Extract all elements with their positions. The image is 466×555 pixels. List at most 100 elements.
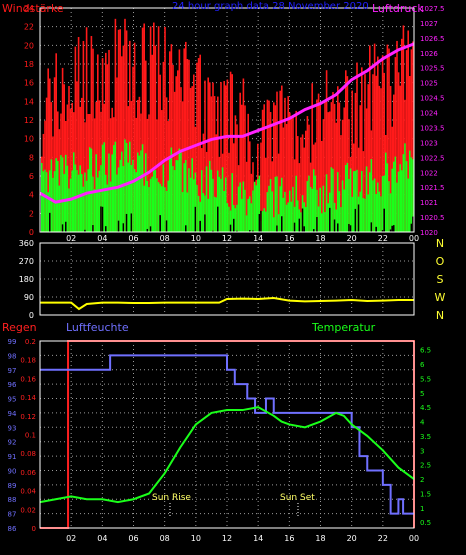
temp-tick-label: 4.5: [420, 404, 431, 412]
wind-min-bar: [49, 212, 51, 232]
wind-gust-bar: [125, 30, 128, 232]
wind-avg-bar: [194, 172, 197, 232]
wind-gust-bar: [47, 68, 49, 232]
wind-avg-bar: [249, 196, 251, 232]
wind-avg-bar: [407, 178, 409, 232]
wind-gust-bar: [58, 129, 61, 232]
wind-gust-bar: [82, 40, 85, 232]
wind-gust-bar: [298, 163, 301, 232]
wind-gust-bar: [380, 88, 382, 232]
wind-avg-bar: [281, 177, 283, 232]
wind-gust-bar: [97, 54, 99, 233]
wind-min-bar: [252, 230, 254, 232]
wind-avg-bar: [300, 212, 302, 232]
wind-gust-bar: [364, 74, 366, 232]
wind-avg-bar: [164, 187, 166, 232]
wind-avg-bar: [185, 160, 187, 232]
compass-label: N: [436, 309, 444, 322]
wind-gust-bar: [407, 30, 409, 233]
wind-avg-bar: [135, 172, 137, 232]
wind-avg-bar: [332, 168, 334, 232]
wind-gust-bar: [234, 115, 237, 232]
x-tick-label: 16: [284, 534, 294, 543]
temperature-line: [39, 406, 415, 504]
wind-min-bar: [333, 219, 336, 232]
wind-avg-bar: [252, 190, 254, 232]
wind-tick-label: 0: [29, 228, 34, 237]
humidity-tick-label: 93: [8, 424, 17, 432]
wind-min-bar: [391, 225, 393, 232]
wind-avg-bar: [239, 182, 241, 232]
wind-avg-bar: [377, 182, 379, 232]
wind-gust-bar: [282, 127, 285, 232]
wind-gust-bar: [322, 119, 325, 232]
wind-avg-bar: [173, 170, 176, 232]
wind-avg-bar: [127, 162, 129, 232]
wind-avg-bar: [271, 191, 273, 232]
wind-avg-bar: [321, 213, 323, 232]
wind-avg-bar: [343, 189, 345, 232]
wind-avg-bar: [365, 166, 368, 232]
wind-avg-bar: [103, 142, 105, 232]
temp-tick-label: 2: [420, 476, 424, 484]
wind-avg-bar: [63, 174, 65, 232]
wind-gust-bar: [55, 53, 57, 232]
wind-gust-bar: [90, 36, 93, 232]
wind-gust-bar: [297, 136, 299, 232]
wind-gust-bar: [311, 83, 313, 232]
pressure-tick-label: 1021: [420, 199, 438, 207]
wind-gust-bar: [293, 159, 296, 232]
wind-avg-bar: [61, 157, 64, 232]
wind-avg-bar: [313, 169, 315, 232]
x-tick-label: 08: [160, 234, 170, 243]
wind-gust-bar: [356, 62, 358, 232]
wind-avg-bar: [276, 176, 278, 232]
wind-gust-bar: [154, 45, 157, 233]
rain-y-axis: 0 0.02 0.04 0.06 0.08 0.1 0.12 0.14 0.16 0.18 0.2: [20, 338, 36, 533]
wind-gust-bar: [348, 119, 350, 232]
direction-tick-label: 90: [24, 293, 34, 302]
wind-gust-bar: [169, 51, 171, 233]
wind-avg-bar: [207, 198, 209, 232]
wind-min-bar: [313, 229, 315, 232]
wind-gust-bar: [289, 112, 291, 232]
wind-avg-bar: [149, 178, 152, 232]
wind-avg-bar: [193, 179, 195, 232]
wind-min-bar: [125, 213, 128, 232]
wind-gust-bar: [292, 116, 294, 232]
compass-label: S: [437, 273, 444, 286]
wind-min-bar: [354, 208, 357, 232]
wind-avg-bar: [308, 175, 310, 232]
wind-avg-bar: [234, 208, 237, 232]
x-tick-label: 22: [378, 234, 388, 243]
humidity-tick-label: 89: [8, 482, 17, 490]
humidity-tick-label: 99: [8, 338, 17, 346]
wind-gust-bar: [401, 38, 403, 232]
wind-avg-bar: [231, 173, 233, 232]
wind-avg-bar: [241, 198, 243, 232]
wind-gust-bar: [269, 112, 272, 232]
pressure-tick-label: 1023: [420, 139, 438, 147]
wind-avg-bar: [330, 167, 333, 232]
direction-frame: [39, 242, 415, 316]
wind-avg-bar: [341, 180, 344, 232]
wind-x-axis: 02 04 06 08 10 12 14 16 18 20 22 00: [66, 234, 419, 243]
wind-gust-bar: [242, 78, 245, 232]
wind-gust-bar: [153, 22, 155, 232]
wind-avg-bar: [45, 172, 48, 232]
wind-avg-bar: [146, 180, 149, 232]
wind-min-bar: [84, 229, 86, 232]
wind-min-bar: [348, 223, 350, 232]
wind-avg-bar: [161, 186, 163, 232]
wind-gust-bar: [141, 27, 144, 232]
wind-avg-bar: [255, 185, 257, 232]
rain-tick-label: 0.06: [20, 469, 36, 477]
wind-avg-bar: [145, 153, 147, 232]
direction-tick-label: 360: [19, 239, 34, 248]
wind-min-bar: [229, 224, 232, 232]
wind-tick-label: 6: [29, 172, 34, 181]
wind-avg-bar: [162, 164, 165, 232]
wind-avg-bar: [73, 152, 75, 232]
